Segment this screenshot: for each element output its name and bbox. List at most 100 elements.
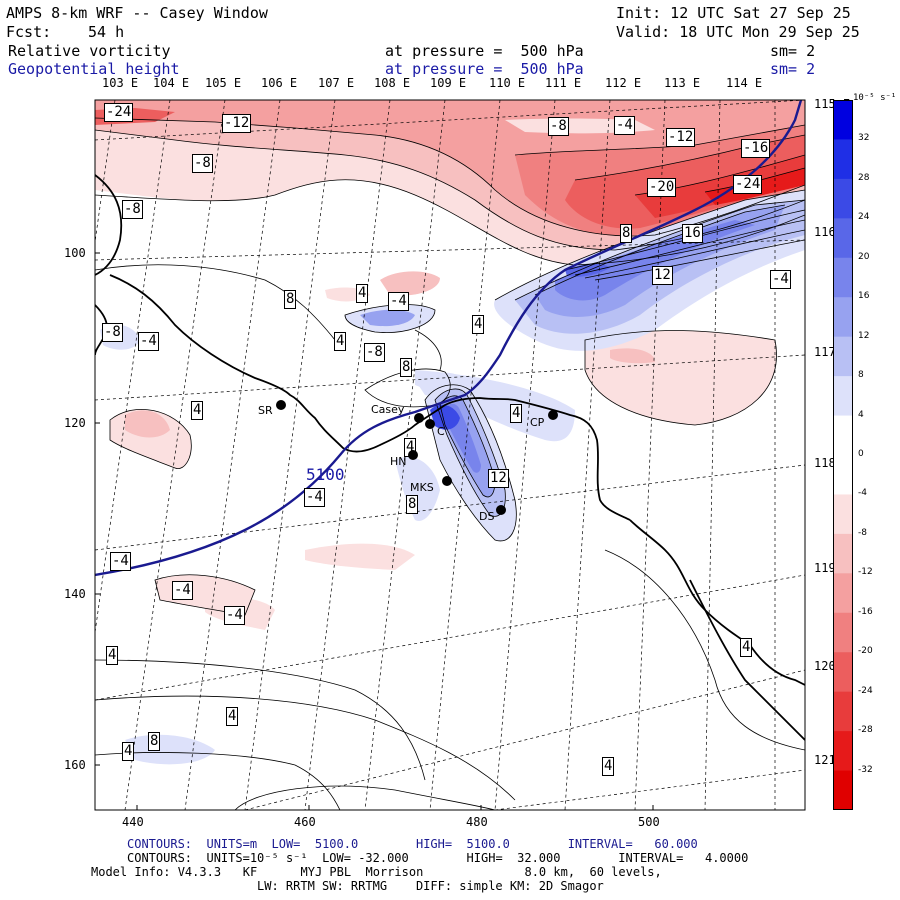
contour-label: -4 (110, 552, 131, 571)
field-label-vorticity: Relative vorticity (8, 42, 171, 60)
longitude-label: 109 E (430, 76, 467, 90)
station-marker (425, 419, 435, 429)
longitude-label: 108 E (374, 76, 411, 90)
contour-label: 4 (122, 742, 135, 761)
station-label: CP (530, 416, 545, 429)
longitude-label: 110 E (489, 76, 526, 90)
longitude-label: 112 E (605, 76, 642, 90)
vorticity-colorbar (833, 100, 853, 810)
colorbar-tick-label: 16 (858, 291, 870, 302)
contour-label: -8 (364, 343, 385, 362)
contour-label: -4 (770, 270, 791, 289)
colorbar-segment (833, 494, 853, 535)
valid-time: Valid: 18 UTC Mon 29 Sep 25 (616, 23, 860, 41)
contour-label: -24 (104, 103, 134, 122)
colorbar-segment (833, 612, 853, 653)
contour-label: -4 (224, 606, 245, 625)
contour-label: 4 (356, 284, 369, 303)
colorbar-segment (833, 336, 853, 377)
map-panel (95, 100, 805, 810)
colorbar-segment (833, 573, 853, 614)
contour-label: -12 (222, 114, 252, 133)
contour-label: 4 (226, 707, 239, 726)
contour-label: 4 (106, 646, 119, 665)
contour-label: 8 (400, 358, 413, 377)
contour-label: 4 (191, 401, 204, 420)
colorbar-segment (833, 178, 853, 219)
colorbar-tick-label: 4 (858, 409, 864, 420)
positive-vorticity-fill (100, 190, 805, 765)
map-title: AMPS 8-km WRF -- Casey Window (6, 4, 268, 22)
colorbar-segment (833, 691, 853, 732)
station-label: MKS (410, 481, 434, 494)
contour-label: 4 (602, 757, 615, 776)
station-label: Casey (371, 403, 405, 416)
field-label-height: Geopotential height (8, 60, 180, 78)
longitude-label: 114 E (726, 76, 763, 90)
station-marker (408, 450, 418, 460)
colorbar-tick-label: -28 (858, 725, 873, 736)
colorbar-segment (833, 100, 853, 140)
contour-label: -4 (172, 581, 193, 600)
colorbar-tick-label: 32 (858, 133, 870, 144)
colorbar-tick-label: 28 (858, 172, 870, 183)
y-tick-label: 120 (64, 416, 86, 430)
colorbar-tick-label: -8 (858, 527, 867, 538)
contour-label: -4 (138, 332, 159, 351)
contour-label: -8 (122, 200, 143, 219)
colorbar-tick-label: 0 (858, 449, 864, 459)
station-label: DS (479, 510, 495, 523)
colorbar-tick-label: -4 (858, 488, 867, 499)
colorbar-segment (833, 415, 853, 456)
contour-label: -8 (102, 323, 123, 342)
colorbar-tick-label: 24 (858, 212, 870, 223)
contour-label: 4 (510, 404, 523, 423)
colorbar-segment (833, 376, 853, 417)
colorbar-segment (833, 652, 853, 693)
colorbar-tick-label: -20 (858, 646, 873, 657)
contour-label: 4 (472, 315, 485, 334)
contour-label: 8 (284, 290, 297, 309)
forecast-hour: 54 h (88, 23, 125, 41)
y-tick-label: 140 (64, 587, 86, 601)
contour-label: 4 (740, 638, 753, 657)
contour-label: 4 (334, 332, 347, 351)
colorbar-segment (833, 770, 853, 810)
x-tick-label: 460 (294, 815, 316, 829)
colorbar-tick-label: -16 (858, 606, 873, 617)
y-tick-label: 100 (64, 246, 86, 260)
contour-label: 8 (148, 732, 161, 751)
x-tick-label: 480 (466, 815, 488, 829)
longitude-label: 107 E (318, 76, 355, 90)
station-marker (496, 505, 506, 515)
contour-label: -16 (741, 139, 771, 158)
x-tick-label: 440 (122, 815, 144, 829)
init-time: Init: 12 UTC Sat 27 Sep 25 (616, 4, 851, 22)
longitude-label: 111 E (545, 76, 582, 90)
smoothing-2: sm= 2 (770, 60, 816, 78)
station-marker (548, 410, 558, 420)
height-contour-label: 5100 (306, 465, 345, 484)
colorbar-units: 10⁻⁵ s⁻¹ (853, 93, 897, 103)
colorbar-segment (833, 139, 853, 180)
colorbar-tick-label: 12 (858, 330, 870, 341)
colorbar-segment (833, 533, 853, 574)
colorbar-frame (833, 100, 853, 810)
contour-label: -4 (388, 292, 409, 311)
station-label: SR (258, 404, 273, 417)
colorbar-tick-label: 8 (858, 370, 864, 381)
footer-height-contours: CONTOURS: UNITS=m LOW= 5100.0 HIGH= 5100… (127, 837, 698, 851)
colorbar-segment (833, 257, 853, 298)
footer-vorticity-contours: CONTOURS: UNITS=10⁻⁵ s⁻¹ LOW= -32.000 HI… (127, 851, 749, 865)
contour-label: 8 (406, 495, 419, 514)
station-label: HN (390, 455, 407, 468)
contour-label: -4 (614, 116, 635, 135)
contour-label: 8 (620, 224, 633, 243)
colorbar-segment (833, 218, 853, 259)
colorbar-segment (833, 297, 853, 338)
contour-label: 12 (652, 266, 673, 285)
forecast-label: Fcst: (6, 23, 52, 41)
smoothing-1: sm= 2 (770, 42, 816, 60)
station-marker (442, 476, 452, 486)
colorbar-segment (833, 455, 853, 495)
